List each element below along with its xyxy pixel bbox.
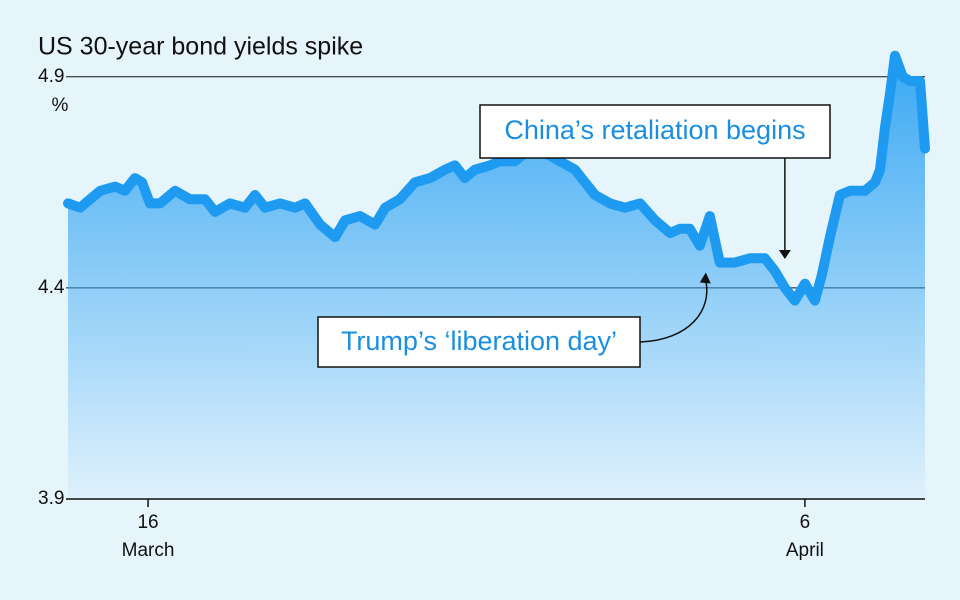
x-tick-month: March bbox=[122, 540, 175, 561]
y-tick-label: 4.9 bbox=[38, 66, 64, 87]
annotation-arrow bbox=[639, 280, 708, 343]
chart-title: US 30-year bond yields spike bbox=[38, 33, 363, 61]
annotation-box bbox=[479, 104, 831, 159]
annotation-box bbox=[317, 316, 641, 368]
area bbox=[68, 55, 925, 499]
x-tick-label: 6 bbox=[800, 512, 811, 533]
arrow-head bbox=[699, 272, 711, 284]
x-tick-label: 16 bbox=[137, 512, 158, 533]
y-tick-label: 3.9 bbox=[38, 488, 64, 509]
y-unit: % bbox=[52, 95, 69, 116]
y-tick-label: 4.4 bbox=[38, 277, 65, 298]
arrow-head bbox=[778, 250, 791, 259]
annotation-text: China’s retaliation begins bbox=[504, 115, 805, 145]
x-tick-month: April bbox=[786, 540, 824, 561]
annotation-text: Trump’s ‘liberation day’ bbox=[341, 326, 617, 356]
